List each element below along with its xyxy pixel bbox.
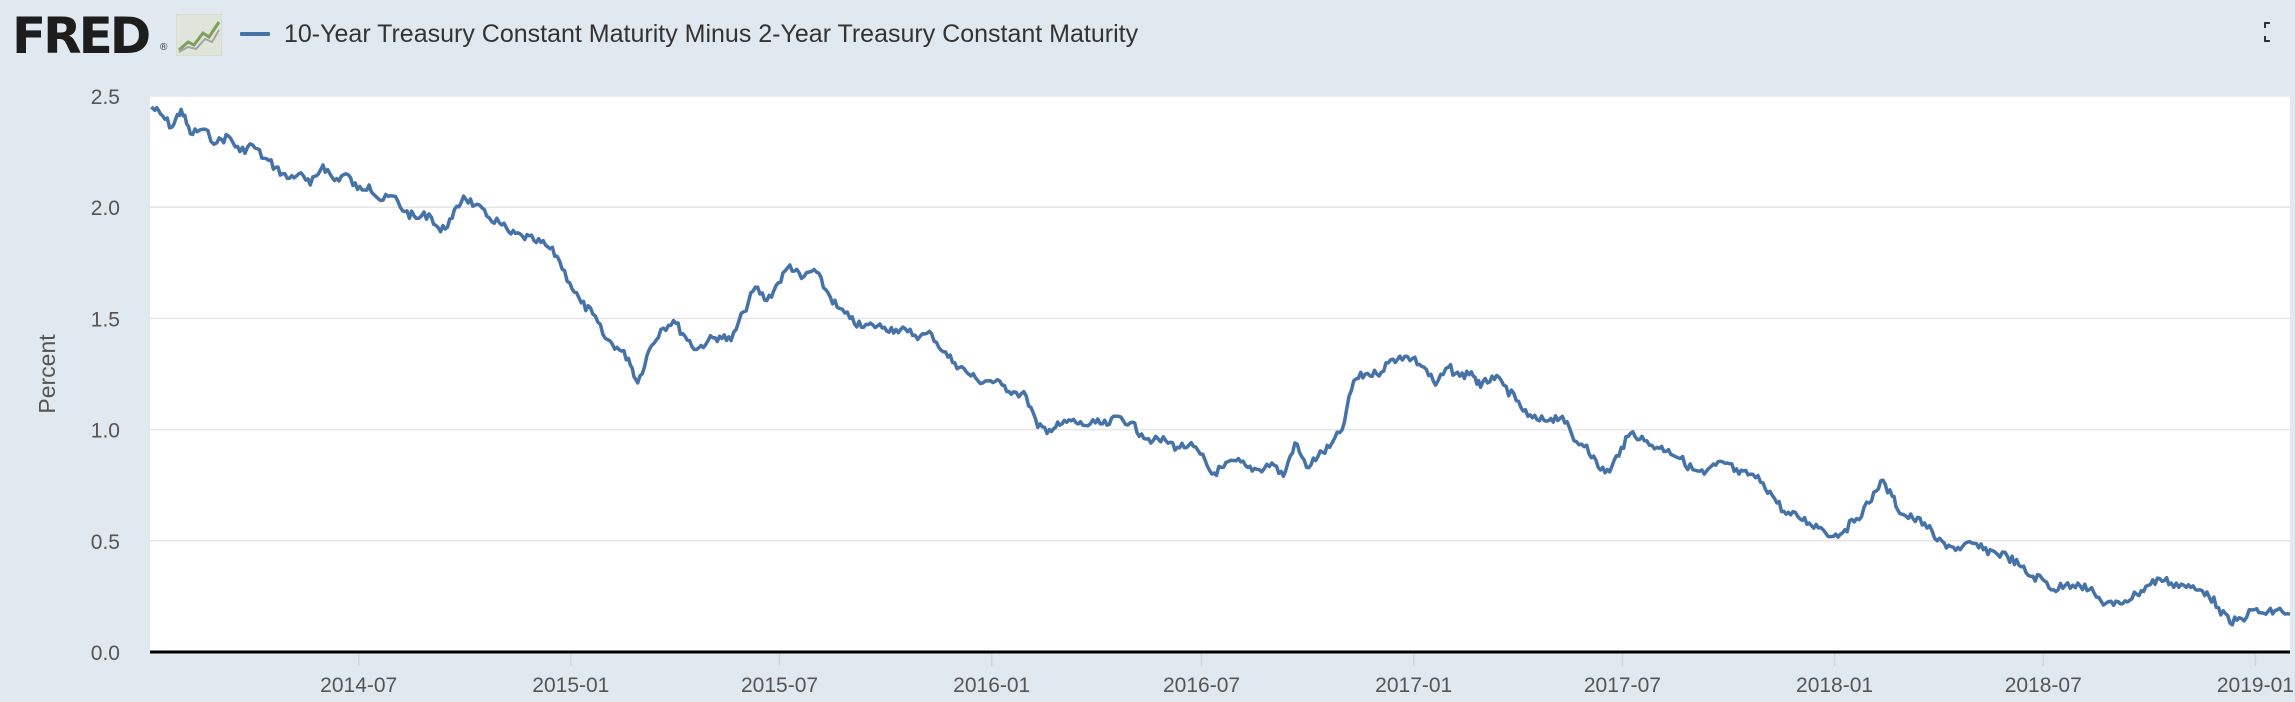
x-tick-label: 2017-01	[1375, 674, 1452, 697]
y-tick-label: 0.5	[91, 531, 120, 554]
legend-series-label: 10-Year Treasury Constant Maturity Minus…	[284, 19, 1139, 48]
fullscreen-icon[interactable]	[2264, 22, 2278, 42]
y-axis-label: Percent	[34, 334, 60, 414]
registered-mark: ®	[160, 42, 168, 53]
fred-logo-text: FRED	[12, 7, 151, 65]
chart-legend[interactable]: 10-Year Treasury Constant Maturity Minus…	[240, 16, 1138, 52]
y-tick-label: 2.0	[91, 197, 120, 220]
y-tick-label: 1.5	[91, 308, 120, 331]
legend-swatch	[240, 32, 270, 36]
x-tick-label: 2014-07	[320, 674, 397, 697]
plot-area	[150, 96, 2290, 652]
y-axis: 0.0 0.5 1.0 1.5 2.0 2.5	[91, 86, 120, 665]
chart-header: FRED ® 10-Year Treasury Constant Maturit…	[0, 0, 2295, 70]
x-tick-label: 2015-07	[741, 674, 818, 697]
series-line	[150, 105, 2291, 627]
x-tick-label: 2018-07	[2005, 674, 2082, 697]
x-tick-label: 2016-01	[953, 674, 1030, 697]
x-tick-label: 2019-01	[2217, 674, 2294, 697]
x-tick-label: 2017-07	[1584, 674, 1661, 697]
fred-logo[interactable]: FRED	[12, 4, 151, 68]
y-tick-label: 0.0	[91, 642, 120, 665]
y-tick-label: 1.0	[91, 420, 120, 443]
y-tick-label: 2.5	[91, 86, 120, 109]
x-tick-label: 2018-01	[1796, 674, 1873, 697]
fred-graph-icon	[176, 14, 222, 56]
x-tick-label: 2015-01	[532, 674, 609, 697]
gridlines	[150, 95, 2290, 542]
x-axis: 2014-07 2015-01 2015-07 2016-01 2016-07 2017-…	[320, 652, 2294, 697]
x-tick-label: 2016-07	[1163, 674, 1240, 697]
